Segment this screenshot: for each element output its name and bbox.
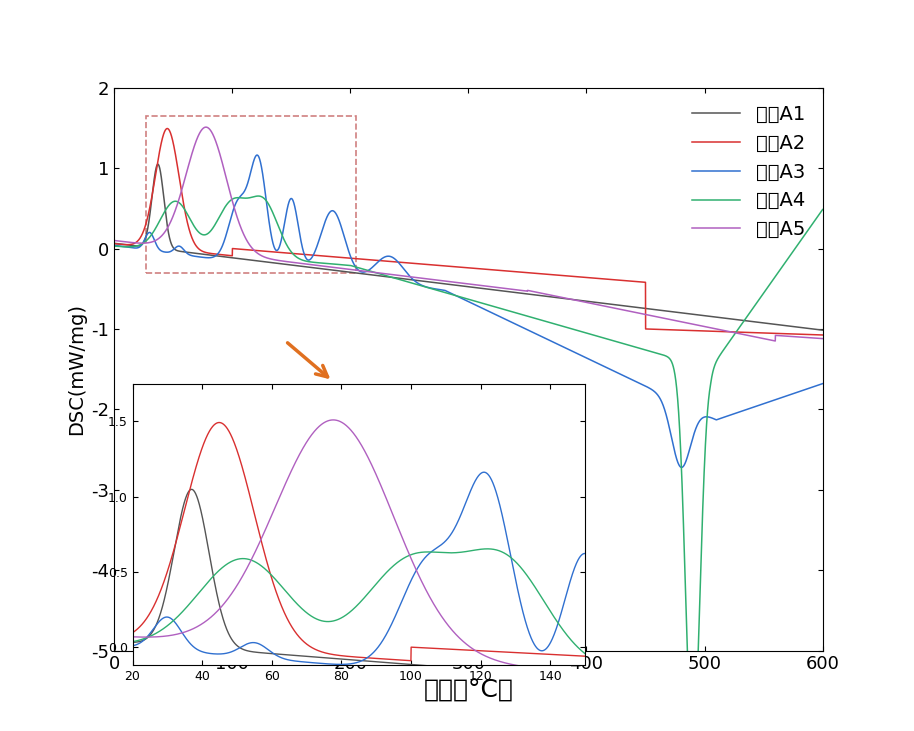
样本A5	[109, 236, 120, 245]
样本A5	[379, 269, 390, 278]
Y-axis label: DSC(mW/mg): DSC(mW/mg)	[67, 303, 86, 435]
X-axis label: 温度（°C）: 温度（°C）	[423, 679, 514, 703]
Legend: 样本A1, 样本A2, 样本A3, 样本A4, 样本A5: 样本A1, 样本A2, 样本A3, 样本A4, 样本A5	[684, 97, 813, 247]
样本A3	[569, 348, 580, 357]
样本A5	[200, 123, 211, 132]
样本A5	[534, 288, 545, 297]
样本A2	[691, 326, 702, 335]
Bar	[146, 116, 356, 273]
样本A1	[379, 272, 390, 281]
样本A2	[637, 278, 648, 287]
样本A2	[109, 239, 120, 248]
Line: 样本A1: 样本A1	[114, 164, 823, 330]
样本A5	[770, 336, 781, 345]
样本A2	[162, 124, 173, 133]
样本A3	[238, 189, 249, 198]
样本A4	[691, 684, 702, 693]
样本A1	[569, 295, 580, 304]
样本A3	[637, 380, 648, 389]
样本A4	[569, 325, 580, 334]
样本A2	[238, 245, 249, 254]
样本A3	[379, 252, 390, 261]
样本A3	[676, 463, 687, 471]
样本A1	[534, 291, 545, 300]
样本A2	[569, 272, 580, 281]
样本A1	[817, 326, 828, 335]
Line: 样本A4: 样本A4	[114, 196, 823, 731]
样本A2	[379, 257, 390, 265]
样本A1	[691, 311, 702, 319]
样本A4	[637, 345, 648, 354]
样本A4	[109, 242, 120, 251]
样本A5	[569, 296, 580, 305]
样本A4	[379, 271, 390, 280]
Line: 样本A5: 样本A5	[114, 127, 823, 341]
样本A1	[238, 254, 249, 263]
样本A5	[637, 309, 648, 318]
样本A4	[534, 315, 545, 324]
样本A4	[253, 192, 264, 200]
样本A1	[637, 304, 648, 313]
样本A1	[109, 239, 120, 248]
Line: 样本A2: 样本A2	[114, 129, 823, 335]
样本A1	[153, 160, 164, 169]
样本A3	[251, 151, 262, 159]
样本A3	[691, 422, 702, 431]
样本A3	[817, 379, 828, 388]
样本A2	[817, 330, 828, 339]
样本A5	[817, 334, 828, 343]
样本A4	[238, 194, 249, 202]
Line: 样本A3: 样本A3	[114, 155, 823, 467]
样本A4	[817, 205, 828, 214]
样本A5	[238, 229, 249, 238]
样本A3	[109, 241, 120, 250]
样本A3	[534, 331, 545, 340]
样本A5	[691, 321, 702, 330]
样本A2	[534, 269, 545, 278]
